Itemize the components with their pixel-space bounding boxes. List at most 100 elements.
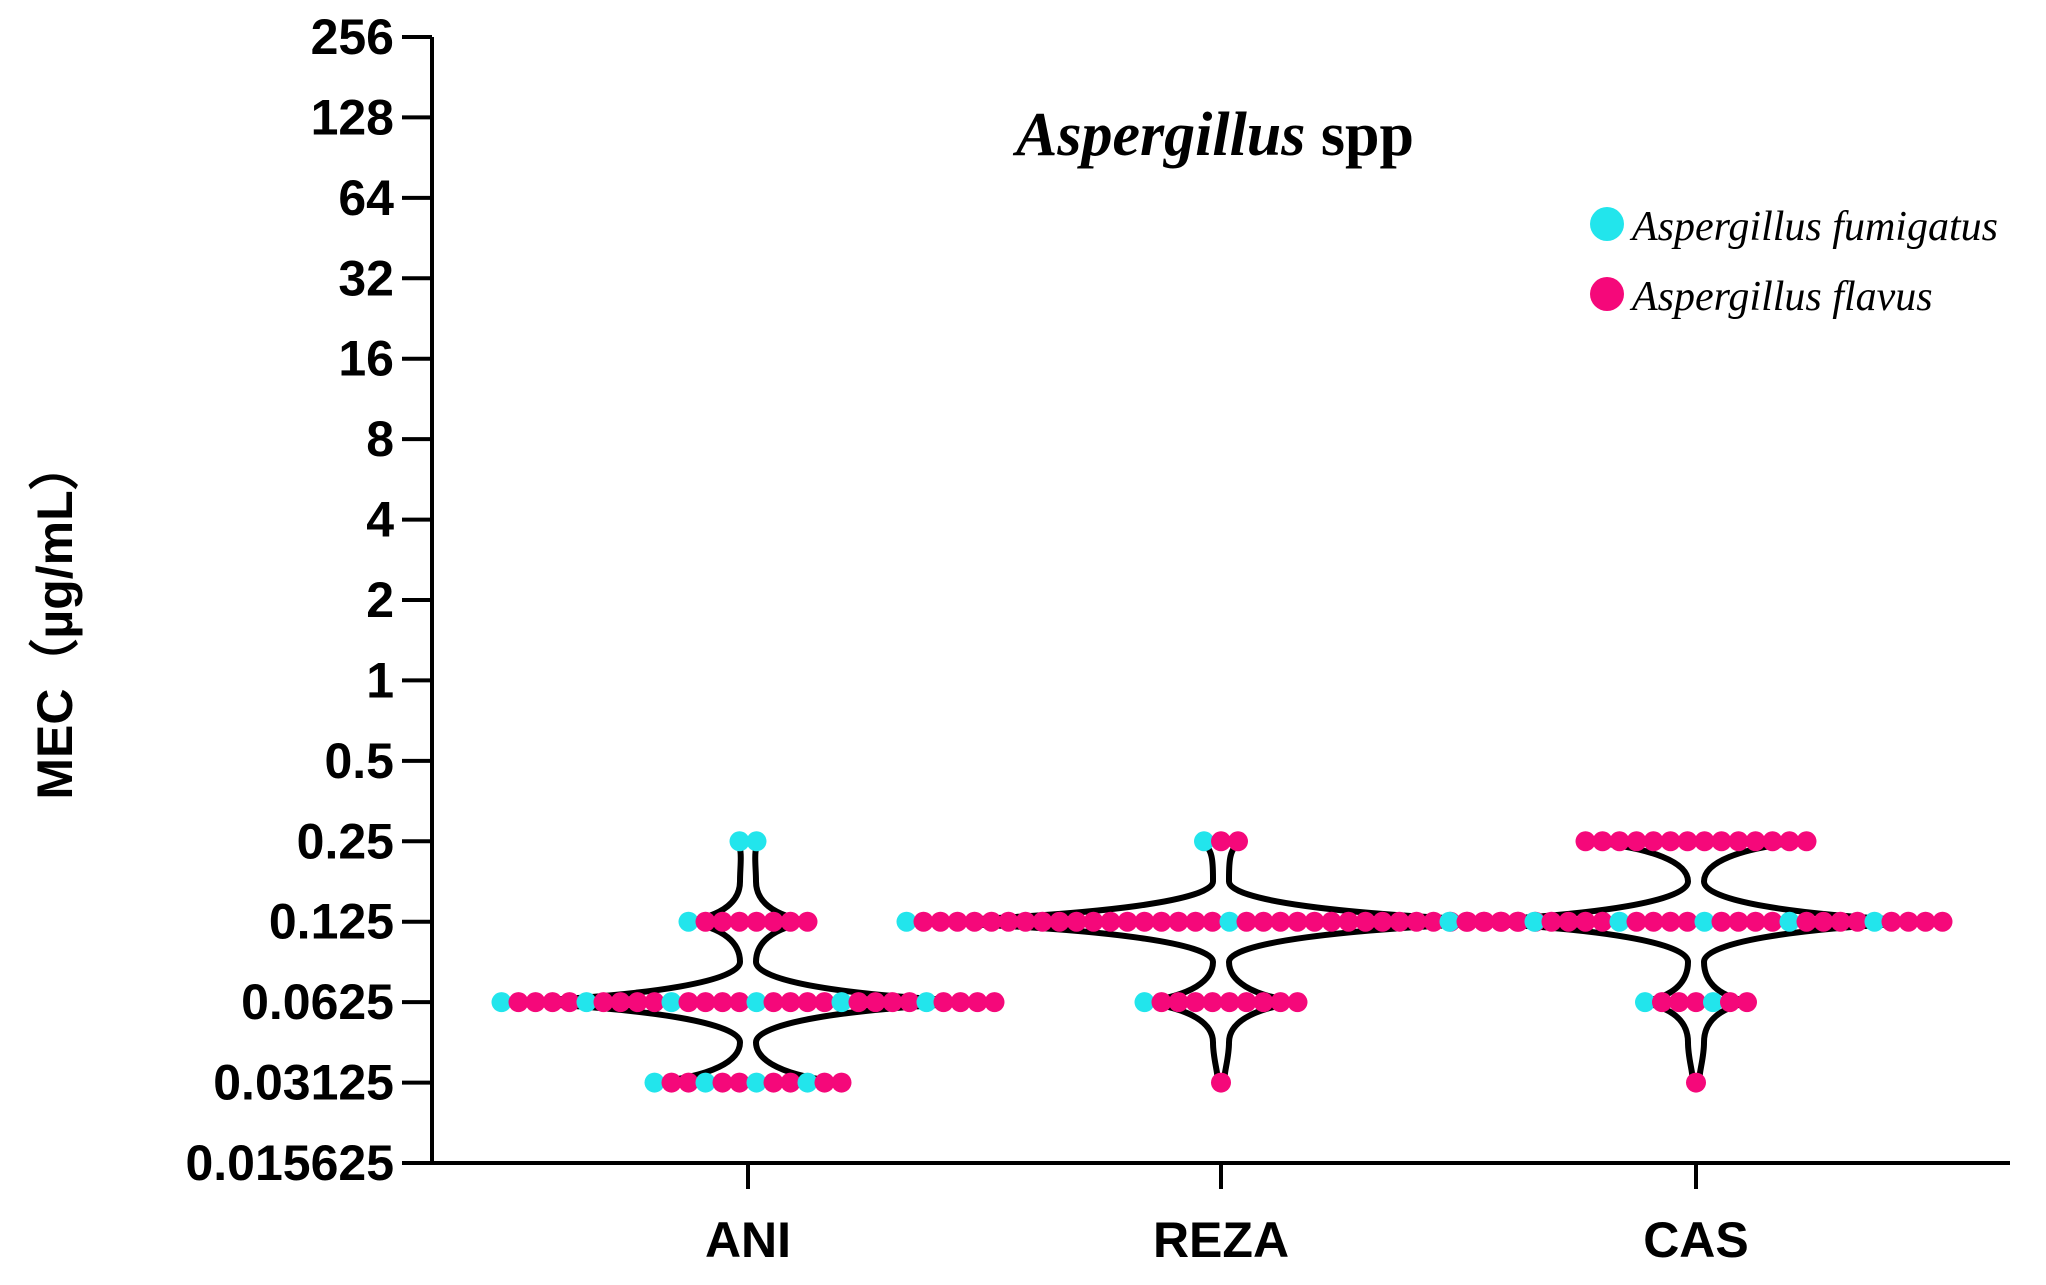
data-point-flavus <box>525 992 546 1013</box>
legend-label-fumigatus: Aspergillus fumigatus <box>1629 204 1998 250</box>
data-points <box>491 831 1953 1093</box>
data-point-flavus <box>1762 911 1783 932</box>
data-point-flavus <box>1677 831 1698 852</box>
data-point-flavus <box>1228 831 1248 852</box>
data-point-fumigatus <box>661 992 682 1013</box>
data-point-flavus <box>1168 911 1189 932</box>
data-point-flavus <box>1847 911 1868 932</box>
data-point-flavus <box>780 911 801 932</box>
data-point-fumigatus <box>695 1072 716 1093</box>
violin-outline <box>494 836 1002 1088</box>
data-point-flavus <box>695 911 716 932</box>
data-point-flavus <box>644 992 665 1013</box>
data-point-flavus <box>1202 911 1223 932</box>
y-axis-title: MEC（µg/mL） <box>27 440 83 799</box>
data-point-flavus <box>1117 911 1138 932</box>
y-tick-label: 8 <box>366 411 394 467</box>
data-point-flavus <box>729 1072 750 1093</box>
data-point-flavus <box>729 992 750 1013</box>
y-tick-label: 2 <box>366 572 394 628</box>
data-point-fumigatus <box>746 831 767 852</box>
data-point-flavus <box>1185 911 1206 932</box>
data-point-flavus <box>1813 911 1834 932</box>
y-tick-label: 4 <box>366 492 394 548</box>
data-point-flavus <box>1287 911 1308 932</box>
data-point-flavus <box>797 911 818 932</box>
data-point-flavus <box>1473 911 1494 932</box>
data-point-flavus <box>729 911 750 932</box>
data-point-flavus <box>1652 992 1672 1013</box>
data-point-fumigatus <box>746 992 767 1013</box>
data-point-flavus <box>1490 911 1511 932</box>
data-point-flavus <box>1728 831 1749 852</box>
data-point-flavus <box>1762 831 1783 852</box>
data-point-flavus <box>1456 911 1477 932</box>
data-point-fumigatus <box>1194 831 1214 852</box>
data-point-flavus <box>998 911 1019 932</box>
data-point-flavus <box>967 992 988 1013</box>
data-point-flavus <box>1660 831 1681 852</box>
data-point-flavus <box>1372 911 1393 932</box>
data-point-fumigatus <box>797 1072 818 1093</box>
data-point-flavus <box>1745 831 1766 852</box>
data-point-flavus <box>1211 831 1231 852</box>
data-point-flavus <box>848 992 869 1013</box>
data-point-flavus <box>1270 911 1291 932</box>
data-point-flavus <box>1015 911 1036 932</box>
data-point-flavus <box>964 911 985 932</box>
data-point-fumigatus <box>1524 911 1545 932</box>
data-point-fumigatus <box>576 992 597 1013</box>
data-point-flavus <box>559 992 580 1013</box>
data-point-flavus <box>1236 992 1257 1013</box>
data-point-flavus <box>1575 831 1596 852</box>
data-point-flavus <box>1558 911 1579 932</box>
data-point-flavus <box>1686 992 1706 1013</box>
y-tick-label: 0.015625 <box>185 1135 394 1191</box>
data-point-fumigatus <box>896 911 917 932</box>
data-point-flavus <box>763 992 784 1013</box>
y-tick-label: 16 <box>338 331 394 387</box>
data-point-flavus <box>1881 911 1902 932</box>
data-point-flavus <box>1728 911 1749 932</box>
data-point-flavus <box>610 992 631 1013</box>
data-point-fumigatus <box>1779 911 1800 932</box>
data-point-flavus <box>1338 911 1359 932</box>
y-tick-label: 0.25 <box>297 813 394 869</box>
data-point-flavus <box>1779 831 1800 852</box>
data-point-flavus <box>1609 831 1630 852</box>
data-point-flavus <box>1083 911 1104 932</box>
data-point-flavus <box>763 911 784 932</box>
data-point-fumigatus <box>831 992 852 1013</box>
legend-marker-fumigatus <box>1590 207 1624 241</box>
data-point-flavus <box>1389 911 1410 932</box>
data-point-fumigatus <box>1439 911 1460 932</box>
y-tick-label: 1 <box>366 652 394 708</box>
data-point-flavus <box>1211 1072 1231 1093</box>
data-point-flavus <box>1236 911 1257 932</box>
data-point-fumigatus <box>491 992 512 1013</box>
data-point-flavus <box>1134 911 1155 932</box>
x-tick-label: ANI <box>705 1212 791 1268</box>
data-point-flavus <box>1541 911 1562 932</box>
data-point-flavus <box>981 911 1002 932</box>
data-point-flavus <box>627 992 648 1013</box>
data-point-flavus <box>780 1072 801 1093</box>
data-point-flavus <box>984 992 1005 1013</box>
data-point-flavus <box>678 992 699 1013</box>
data-point-flavus <box>1287 992 1308 1013</box>
data-point-flavus <box>1686 1072 1706 1093</box>
data-point-flavus <box>1575 911 1596 932</box>
chart-title-italic: Aspergillus <box>1012 101 1305 169</box>
data-point-flavus <box>1066 911 1087 932</box>
data-point-fumigatus <box>1864 911 1885 932</box>
y-tick-label: 128 <box>311 89 394 145</box>
data-point-flavus <box>593 992 614 1013</box>
legend: Aspergillus fumigatus Aspergillus flavus <box>1590 204 1998 320</box>
data-point-flavus <box>1253 911 1274 932</box>
data-point-flavus <box>1049 911 1070 932</box>
data-point-flavus <box>1669 992 1689 1013</box>
y-tick-label: 32 <box>338 250 394 306</box>
data-point-fumigatus <box>1635 992 1655 1013</box>
y-tick-label: 0.0625 <box>241 974 394 1030</box>
data-point-flavus <box>1151 992 1172 1013</box>
